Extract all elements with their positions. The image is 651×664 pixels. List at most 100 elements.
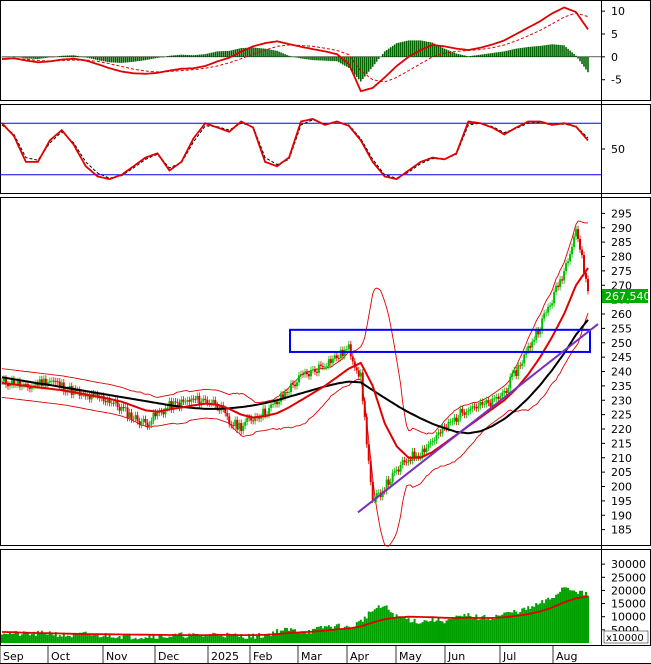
volume-bar [453, 617, 456, 643]
volume-bar [44, 634, 47, 643]
volume-bar [86, 634, 89, 643]
macd-histogram-bar [222, 51, 225, 57]
macd-histogram-bar [170, 55, 173, 57]
volume-bar [299, 633, 302, 643]
candle-body [429, 442, 432, 445]
candle-body [363, 401, 366, 417]
volume-bar [114, 638, 117, 643]
candle-body [519, 365, 522, 367]
macd-histogram-bar [369, 56, 372, 70]
macd-histogram-bar [59, 56, 61, 57]
volume-bar [465, 616, 468, 643]
macd-histogram-bar [302, 56, 304, 59]
y-tick-label: 200 [611, 481, 632, 494]
candle-body [437, 432, 440, 436]
volume-bar [214, 633, 217, 643]
macd-histogram-bar [90, 56, 93, 59]
volume-bar [423, 620, 426, 643]
candle-body [30, 386, 33, 389]
volume-bar [311, 628, 314, 643]
volume-bar [345, 625, 348, 643]
macd-histogram-bar [411, 40, 414, 57]
volume-bar [178, 632, 181, 643]
candle-body [244, 421, 247, 426]
volume-bar [116, 637, 119, 643]
macd-histogram-bar [152, 56, 155, 59]
macd-histogram-bar [385, 50, 388, 57]
volume-bar [220, 635, 223, 643]
volume-bar [463, 614, 466, 643]
volume-bar [355, 622, 358, 643]
volume-bar [262, 637, 265, 643]
macd-histogram-bar [15, 56, 17, 58]
candle-body [551, 303, 554, 306]
x-tick-label: Dec [158, 650, 179, 663]
macd-histogram-bar [76, 55, 79, 57]
volume-bar [565, 587, 568, 643]
candle-body [415, 455, 418, 458]
candle-body [577, 229, 580, 239]
candle-body [365, 416, 368, 445]
x-tick-label: Jul [502, 650, 516, 663]
volume-bar [4, 633, 7, 643]
volume-bar [280, 630, 283, 643]
volume-bar [405, 619, 408, 643]
volume-bar [475, 614, 478, 643]
macd-histogram-bar [232, 49, 235, 57]
volume-bar [100, 636, 103, 643]
candle-body [335, 355, 338, 359]
volume-bar [212, 632, 215, 643]
candle-body [186, 400, 189, 402]
x-tick-label: Mar [301, 650, 322, 663]
volume-bar [479, 619, 482, 643]
macd-histogram-bar [230, 50, 233, 57]
macd-histogram-bar [459, 54, 462, 57]
macd-histogram-bar [401, 41, 404, 57]
macd-histogram-bar [204, 54, 207, 57]
volume-unit-box [603, 630, 649, 644]
candle-body [449, 422, 452, 423]
volume-bar [331, 628, 334, 643]
candle-body [311, 369, 314, 371]
macd-histogram-bar [575, 55, 577, 57]
macd-histogram-bar [495, 52, 498, 57]
candle-body [397, 469, 400, 472]
candle-body [471, 406, 474, 409]
macd-histogram-bar [431, 42, 434, 57]
macd-histogram-bar [200, 54, 203, 57]
macd-histogram-bar [51, 56, 53, 58]
macd-histogram-bar [284, 54, 286, 57]
volume-bar [587, 595, 589, 643]
macd-histogram-bar [5, 56, 7, 58]
macd-histogram-bar [563, 45, 565, 57]
volume-bar [443, 623, 446, 643]
candle-body [108, 399, 111, 404]
candle-body [58, 381, 61, 387]
macd-histogram-bar [138, 56, 141, 61]
candle-body [276, 401, 279, 405]
volume-bar [489, 620, 492, 643]
macd-histogram-bar [274, 50, 276, 57]
macd-histogram-bar [549, 44, 551, 57]
macd-histogram-bar [340, 56, 342, 64]
volume-bar [192, 633, 195, 643]
candle-body [435, 435, 438, 441]
volume-bar [391, 612, 394, 643]
volume-bar [307, 630, 310, 643]
candle-body [357, 370, 360, 377]
volume-bar [359, 619, 362, 643]
volume-bar [397, 616, 400, 643]
volume-bar [507, 611, 510, 643]
volume-bar [491, 617, 494, 643]
y-tick-label: 185 [611, 524, 632, 537]
volume-bar [6, 634, 9, 643]
volume-bar [387, 609, 390, 643]
macd-histogram-bar [78, 56, 81, 57]
volume-bar [573, 590, 576, 643]
candle-body [140, 421, 143, 425]
candle-body [254, 416, 257, 422]
volume-bar [84, 631, 87, 643]
volume-bar [413, 618, 416, 643]
candle-body [561, 279, 564, 281]
